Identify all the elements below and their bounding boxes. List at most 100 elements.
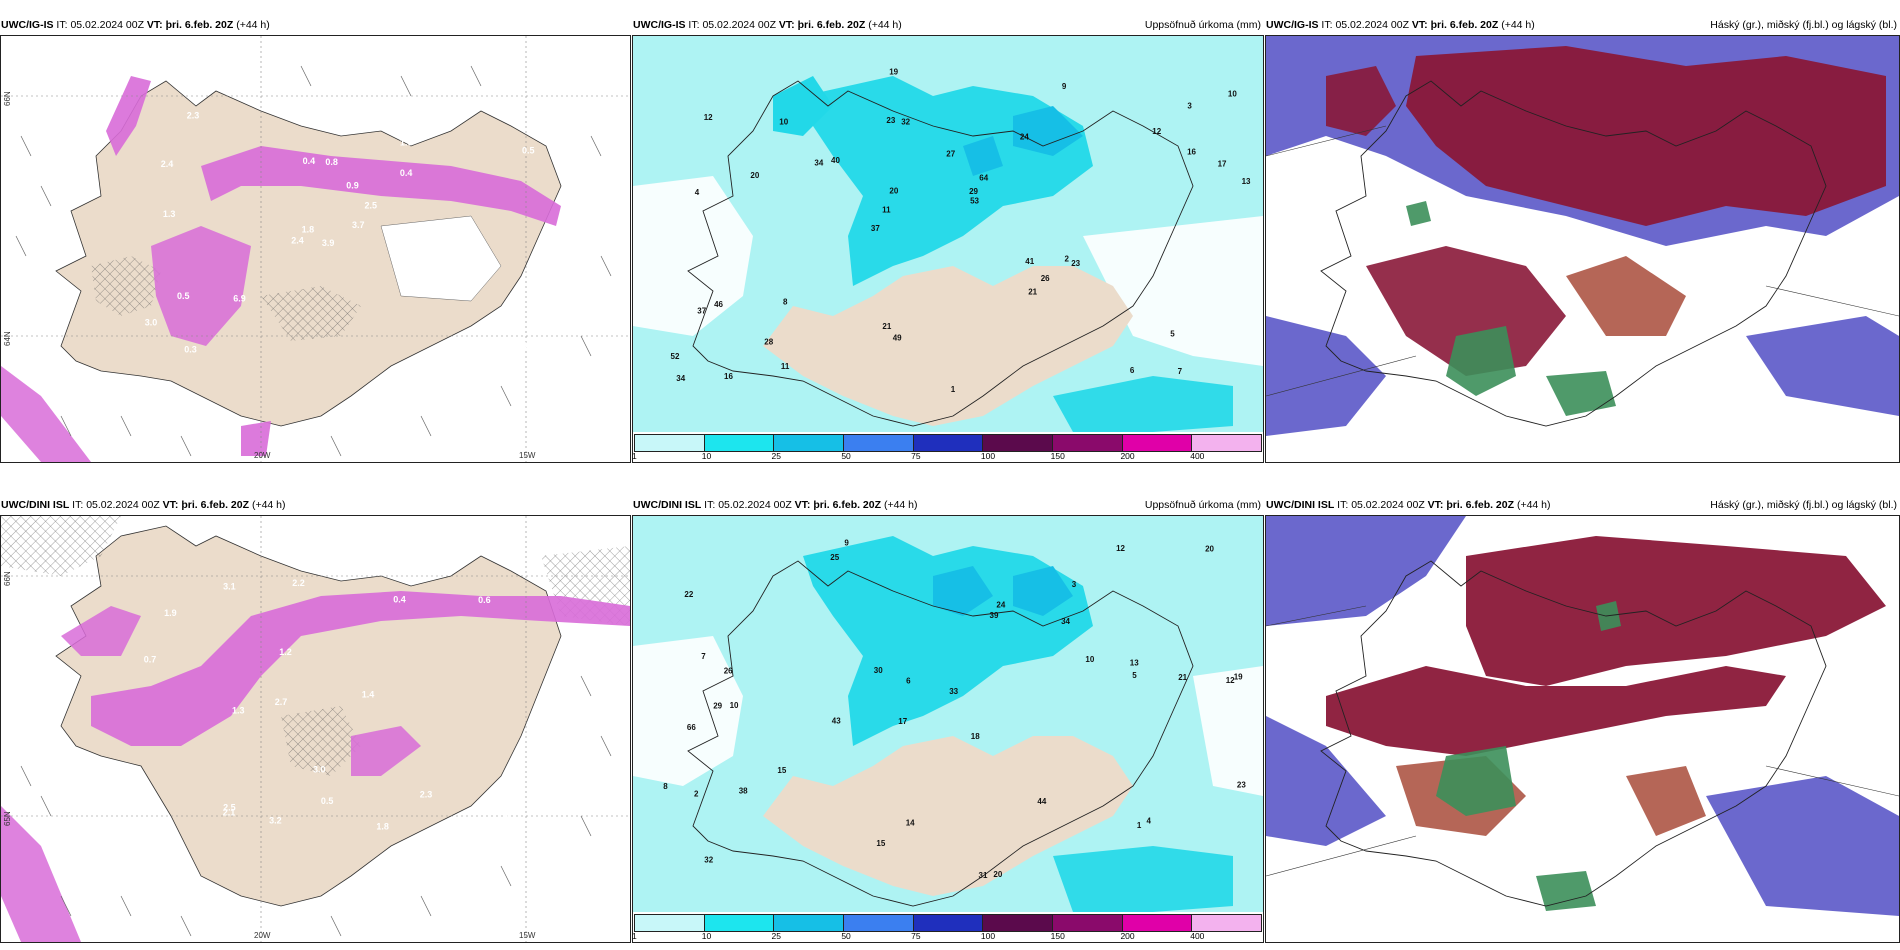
precip-moderate xyxy=(1053,376,1233,432)
snow-band xyxy=(91,591,630,746)
colorbar-label: 400 xyxy=(1190,451,1205,461)
iceland-coastline xyxy=(687,560,1194,907)
snow-value: 0.7 xyxy=(144,654,157,664)
lead-time: (+44 h) xyxy=(1501,19,1535,31)
snow-value: 0.6 xyxy=(478,595,491,605)
lead-time: (+44 h) xyxy=(236,19,270,31)
panel-top-cloud-map[interactable]: UWC/IG-IS IT: 05.02.2024 00Z VT: þri. 6.… xyxy=(1265,19,1900,463)
snow-value: 1.8 xyxy=(302,225,315,235)
lat-label-66n: 66N xyxy=(3,91,12,106)
vt-label: VT: xyxy=(1411,19,1428,31)
precip-value: 10 xyxy=(730,701,739,710)
colorbar-label: 75 xyxy=(911,931,921,941)
high-cloud xyxy=(1566,256,1686,336)
precip-value: 12 xyxy=(1226,676,1235,685)
snow-value: 3.1 xyxy=(223,582,236,592)
iceland-coastline xyxy=(1320,80,1827,427)
precip-value: 34 xyxy=(676,374,685,383)
precip-value: 44 xyxy=(1037,797,1046,806)
precip-value: 66 xyxy=(687,723,696,732)
snow-value: 6.8 xyxy=(394,117,407,127)
precip-colorbar: 1 10 25 50 75 100 150 200 400 xyxy=(632,432,1263,462)
panel-bottom-precip-map[interactable]: UWC/DINI ISL IT: 05.02.2024 00Z VT: þri.… xyxy=(632,499,1264,943)
precip-value: 2 xyxy=(694,790,699,799)
precip-value: 8 xyxy=(783,298,788,307)
hatched-area xyxy=(1,516,121,576)
lead-time: (+44 h) xyxy=(868,19,902,31)
precip-value: 16 xyxy=(1187,148,1196,157)
colorbar-label: 200 xyxy=(1120,451,1135,461)
colorbar-labels: 1 10 25 50 75 100 150 200 400 xyxy=(632,451,1262,462)
colorbar-cell xyxy=(1053,435,1123,451)
colorbar-cell xyxy=(704,435,775,451)
panel-bottom-cloud-map[interactable]: UWC/DINI ISL IT: 05.02.2024 00Z VT: þri.… xyxy=(1265,499,1900,943)
precip-heavy xyxy=(963,136,1003,176)
precip-value: 37 xyxy=(871,224,880,233)
it-label: IT: xyxy=(688,19,700,31)
high-cloud xyxy=(1626,766,1706,836)
precip-value: 34 xyxy=(1061,617,1070,626)
wind-barbs xyxy=(15,65,612,457)
snow-value: 3.7 xyxy=(352,220,365,230)
precip-value: 6 xyxy=(906,676,911,685)
precip-value: 49 xyxy=(893,334,902,343)
colorbar-labels: 1 10 25 50 75 100 150 200 400 xyxy=(632,931,1262,942)
low-cloud xyxy=(1536,871,1596,911)
snow-value: 2.4 xyxy=(161,159,174,169)
precip-value: 10 xyxy=(1085,655,1094,664)
hatched-area xyxy=(281,706,361,776)
precip-value: 12 xyxy=(704,113,713,122)
lead-time: (+44 h) xyxy=(251,499,286,511)
panel-top-precip-map[interactable]: UWC/IG-IS IT: 05.02.2024 00Z VT: þri. 6.… xyxy=(632,19,1264,463)
precip-value: 13 xyxy=(1242,177,1251,186)
colorbar-label: 150 xyxy=(1050,931,1065,941)
cloud-map-canvas xyxy=(1266,516,1899,942)
colorbar-label: 25 xyxy=(771,931,782,941)
colorbar-label: 100 xyxy=(980,451,996,461)
panel-bottom-snow-map[interactable]: UWC/DINI ISL IT: 05.02.2024 00Z VT: þri.… xyxy=(0,499,631,943)
colorbar-cell xyxy=(1053,915,1123,931)
vt-label: VT: xyxy=(778,19,795,31)
precip-value: 26 xyxy=(1041,274,1050,283)
precip-value: 10 xyxy=(779,118,788,127)
precip-value: 7 xyxy=(701,652,706,661)
snow-value: 6.9 xyxy=(233,293,246,303)
lon-label-20w: 20W xyxy=(254,931,271,940)
snow-value: 3.9 xyxy=(322,238,335,248)
colorbar-cell xyxy=(774,435,845,451)
precip-moderate xyxy=(773,76,833,136)
snow-value: 1.9 xyxy=(164,608,177,618)
precip-value: 29 xyxy=(713,701,722,710)
snow-value: 2.5 xyxy=(223,803,236,813)
low-cloud xyxy=(1406,201,1431,226)
iceland-coastline xyxy=(1320,560,1827,907)
precip-value: 13 xyxy=(1130,659,1139,668)
colorbar-cell xyxy=(913,915,984,931)
it-label: IT: xyxy=(72,499,84,511)
lon-label-20w: 20W xyxy=(254,451,271,460)
precip-value: 24 xyxy=(996,601,1005,610)
precip-value: 11 xyxy=(781,362,790,371)
panel-header: UWC/DINI ISL IT: 05.02.2024 00Z VT: þri.… xyxy=(1266,496,1551,514)
snow-value: 1.3 xyxy=(232,706,245,716)
panel-top-snow-map[interactable]: UWC/IG-IS IT: 05.02.2024 00Z VT: þri. 6.… xyxy=(0,19,631,463)
lat-label-66n: 66N xyxy=(3,571,12,586)
snow-value: 0.4 xyxy=(400,168,413,178)
model-name: UWC/IG-IS xyxy=(1,19,54,31)
lon-label-15w: 15W xyxy=(519,451,536,460)
vt-label: VT: xyxy=(794,499,811,511)
vt-label: VT: xyxy=(146,19,163,31)
precip-value: 15 xyxy=(876,839,885,848)
panel-header: UWC/IG-IS IT: 05.02.2024 00Z VT: þri. 6.… xyxy=(1266,16,1535,34)
it-value: 05.02.2024 00Z xyxy=(702,19,776,31)
precip-value: 20 xyxy=(1205,544,1214,553)
snow-map-canvas: 3.2 1.8 2.5 2.3 3.1 1.9 1.3 1.8 2.2 1.2 0.6 0.5 2.7 3… xyxy=(1,516,630,942)
it-value: 05.02.2024 00Z xyxy=(718,499,792,511)
precip-value: 21 xyxy=(1028,288,1037,297)
it-value: 05.02.2024 00Z xyxy=(70,19,144,31)
precip-value: 64 xyxy=(979,174,988,183)
snow-band xyxy=(61,606,141,656)
colorbar-cell xyxy=(635,915,705,931)
